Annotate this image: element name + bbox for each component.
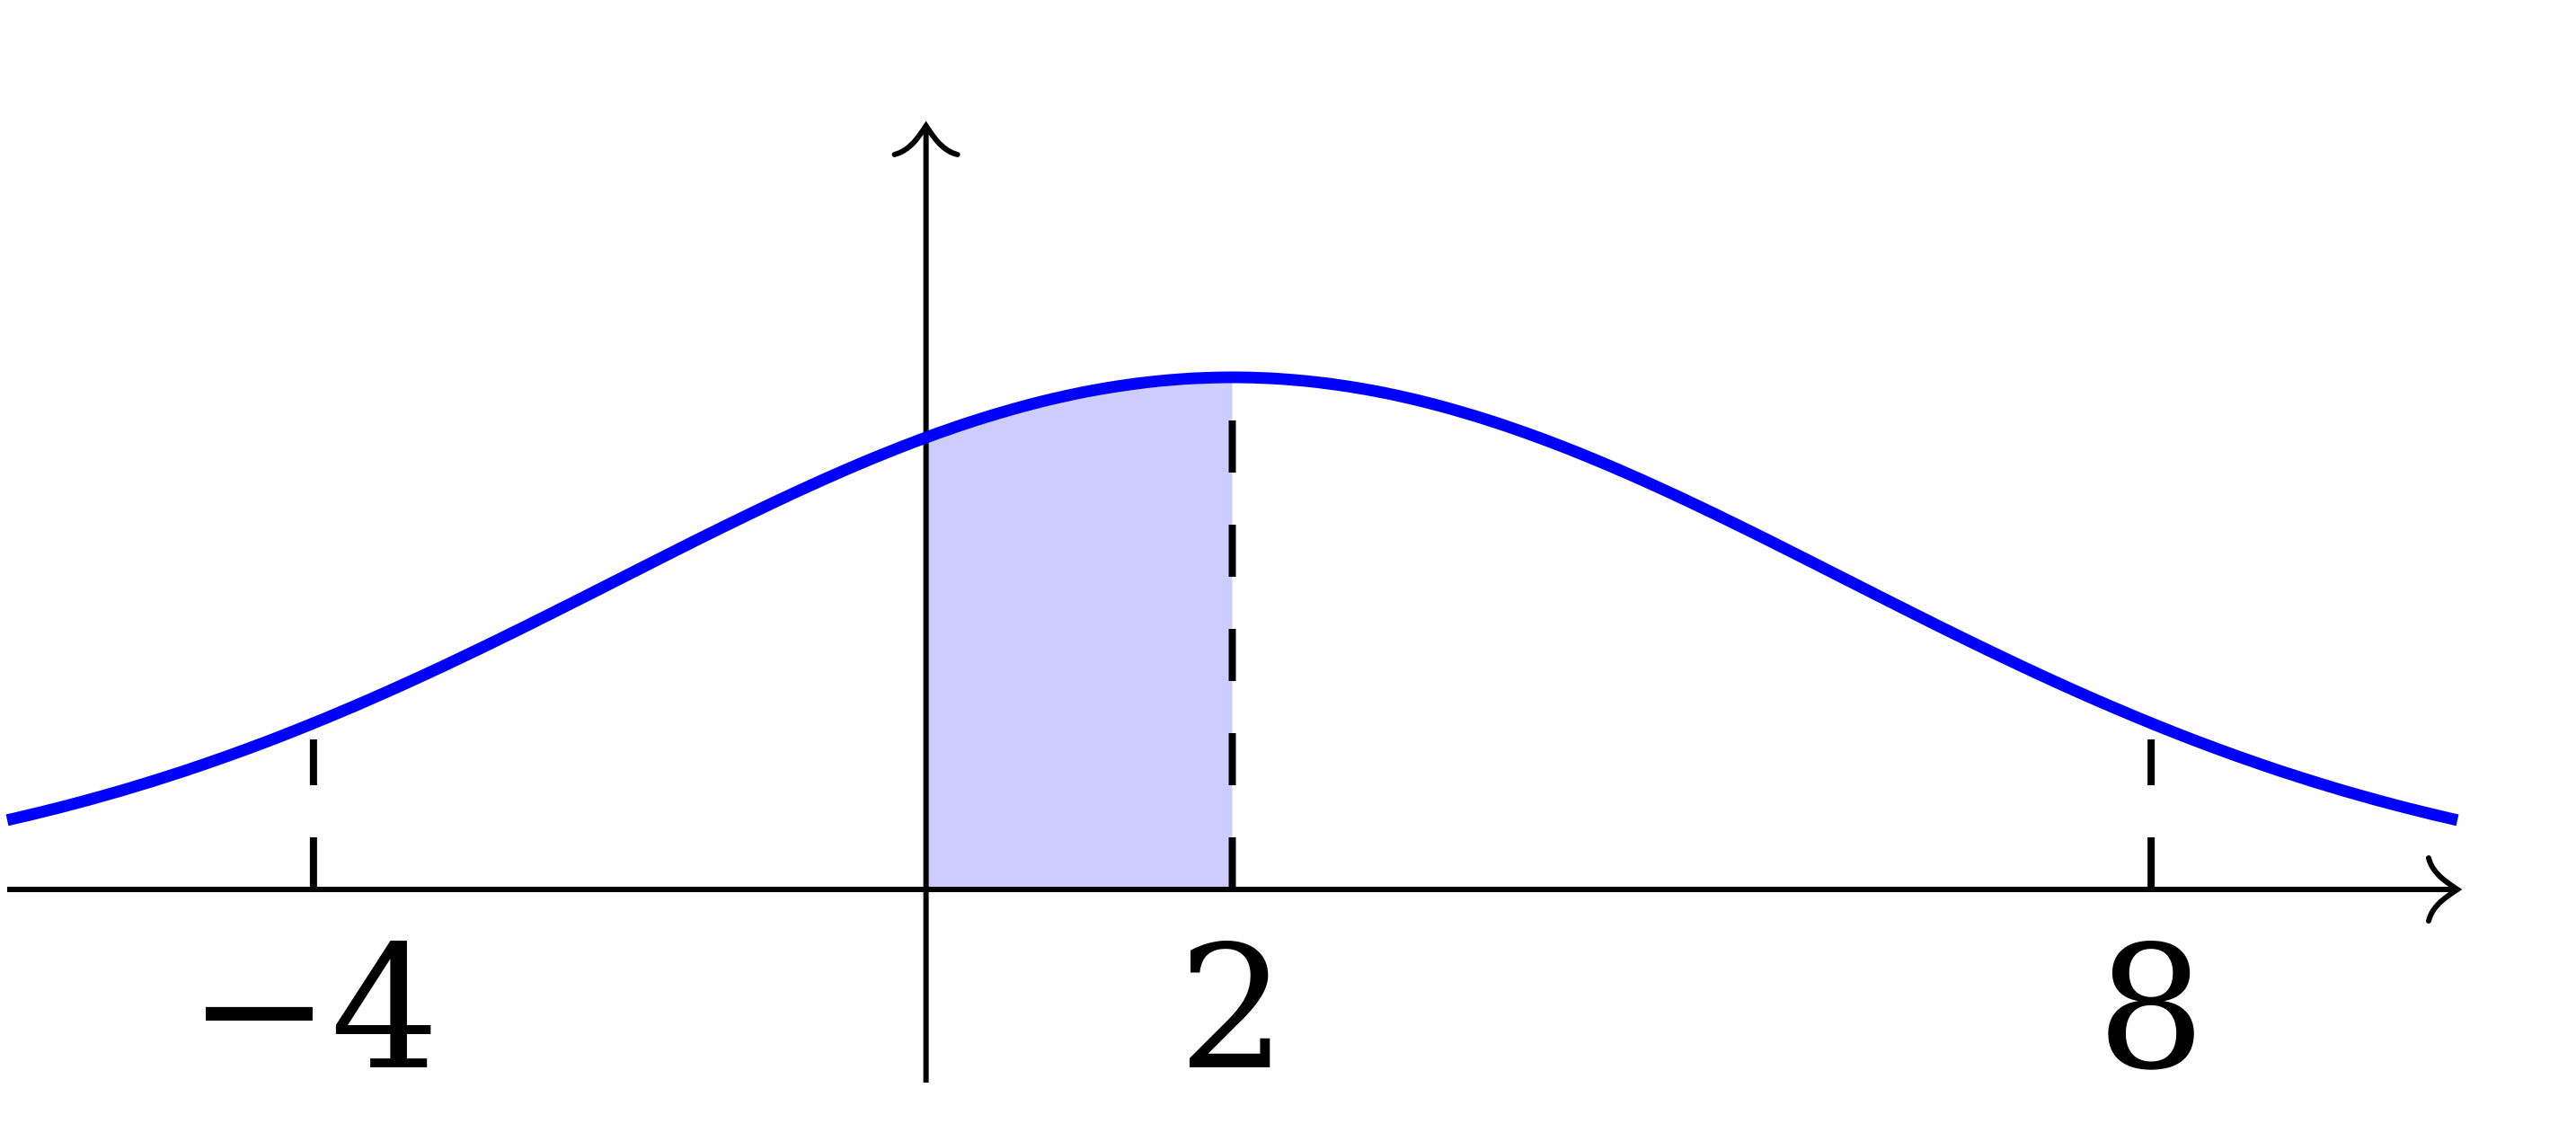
x-axis-arrowhead bbox=[2426, 855, 2463, 924]
axes bbox=[7, 120, 2463, 1083]
reference-lines bbox=[309, 394, 2156, 889]
x-tick-label: −4 bbox=[188, 909, 439, 1108]
y-axis-arrowhead bbox=[891, 120, 960, 157]
tick-labels: −4 2 8 bbox=[188, 909, 2206, 1108]
x-tick-label: 8 bbox=[2097, 909, 2206, 1108]
shaded-area bbox=[925, 377, 1233, 889]
density-curve bbox=[5, 371, 2459, 827]
x-tick-label: 2 bbox=[1178, 909, 1287, 1108]
